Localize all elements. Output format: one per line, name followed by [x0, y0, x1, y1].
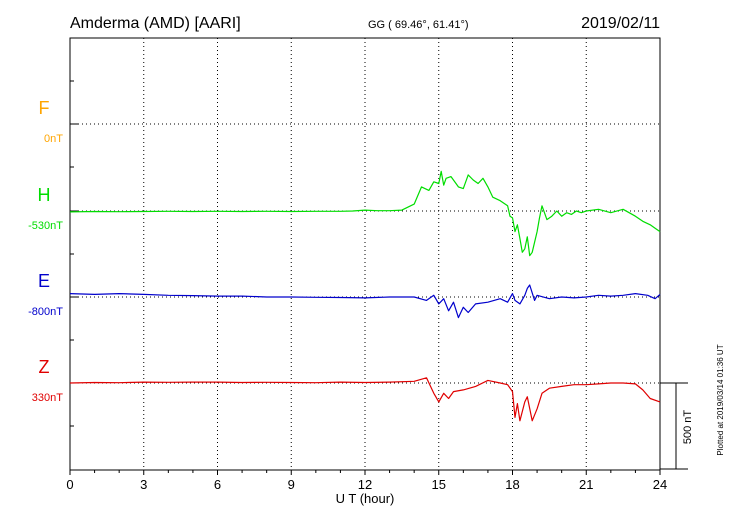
series-name-f: F [39, 98, 50, 118]
station-title: Amderma (AMD) [AARI] [70, 15, 241, 32]
series-name-e: E [38, 271, 50, 291]
x-tick-label: 15 [432, 477, 446, 492]
series-baseline-f: 0nT [44, 133, 63, 145]
series-name-h: H [38, 185, 51, 205]
x-tick-label: 24 [653, 477, 667, 492]
series-baseline-z: 330nT [32, 392, 63, 404]
series-baseline-e: -800nT [28, 306, 63, 318]
row-labels: F 0nT H -530nT E -800nT Z 330nT [28, 98, 63, 404]
x-tick-label: 3 [140, 477, 147, 492]
scale-bar-label: 500 nT [682, 410, 694, 445]
x-tick-label: 12 [358, 477, 372, 492]
x-tick-label: 21 [579, 477, 593, 492]
x-tick-label: 6 [214, 477, 221, 492]
date-label: 2019/02/11 [581, 15, 660, 32]
series-line-h [69, 170, 661, 257]
series-line-z [69, 377, 661, 422]
coords-label: GG ( 69.46°, 61.41°) [368, 19, 469, 31]
x-tick-label: 9 [288, 477, 295, 492]
x-tick-label: 18 [505, 477, 519, 492]
series-baseline-h: -530nT [28, 220, 63, 232]
x-tick-label: 0 [66, 477, 73, 492]
plotted-note: Plotted at 2019/03/14 01:36 UT [716, 344, 725, 455]
series-layer [69, 170, 661, 422]
series-name-z: Z [39, 357, 50, 377]
x-axis-label: U T (hour) [336, 491, 395, 506]
x-axis: 0 3 6 9 12 15 18 21 24 [66, 470, 667, 492]
scale-bar [660, 382, 688, 470]
series-line-e [69, 284, 661, 319]
grid [70, 38, 660, 470]
